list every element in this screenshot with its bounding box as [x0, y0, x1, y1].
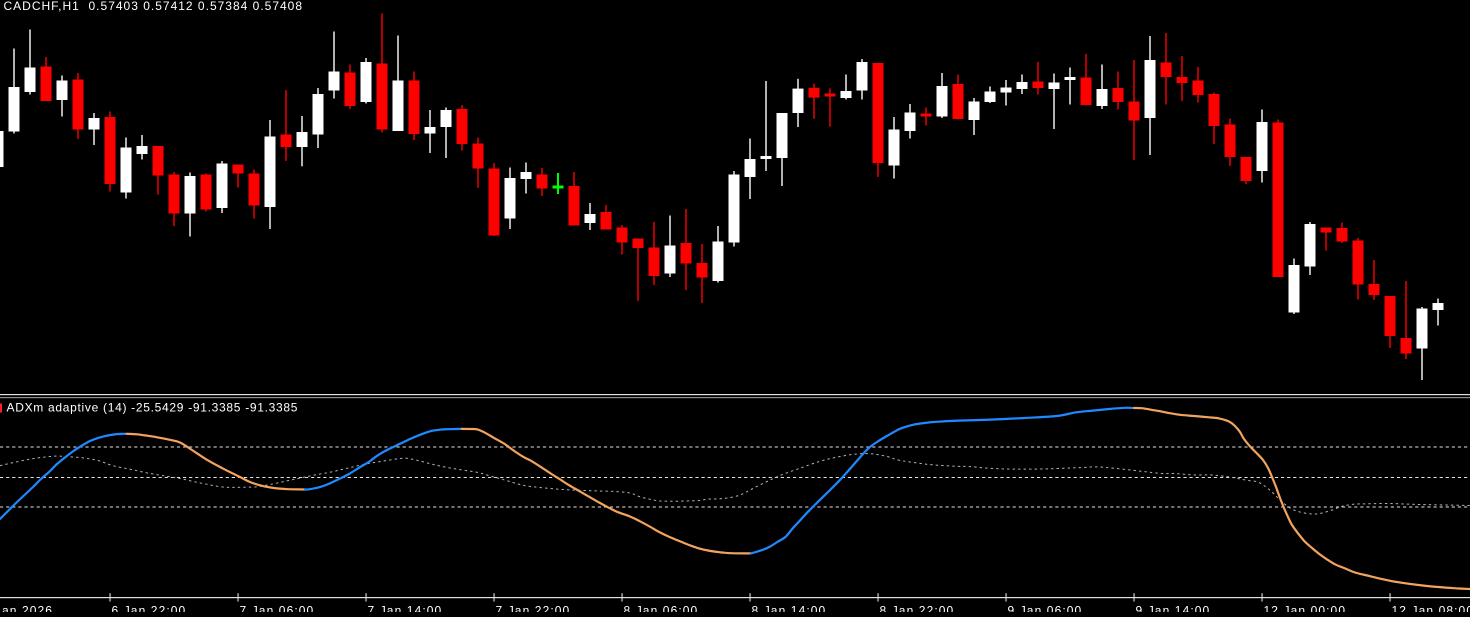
svg-text:8 Jan 22:00: 8 Jan 22:00	[880, 604, 955, 613]
svg-text:9 Jan 14:00: 9 Jan 14:00	[1136, 604, 1211, 613]
svg-text:CADCHF,H1 0.57403 0.57412 0.5: CADCHF,H1 0.57403 0.57412 0.57384 0.5740…	[4, 0, 304, 13]
svg-text:8 Jan 06:00: 8 Jan 06:00	[624, 604, 699, 613]
svg-text:7 Jan 14:00: 7 Jan 14:00	[368, 604, 443, 613]
svg-text:an 2026: an 2026	[2, 604, 53, 613]
svg-text:12 Jan 08:00: 12 Jan 08:00	[1392, 604, 1470, 613]
svg-text:ADXm adaptive (14) -25.5429 -9: ADXm adaptive (14) -25.5429 -91.3385 -91…	[7, 401, 299, 415]
svg-text:12 Jan 00:00: 12 Jan 00:00	[1264, 604, 1347, 613]
svg-text:8 Jan 14:00: 8 Jan 14:00	[752, 604, 827, 613]
svg-text:7 Jan 22:00: 7 Jan 22:00	[496, 604, 571, 613]
svg-text:7 Jan 06:00: 7 Jan 06:00	[240, 604, 315, 613]
svg-text:6 Jan 22:00: 6 Jan 22:00	[112, 604, 187, 613]
svg-text:9 Jan 06:00: 9 Jan 06:00	[1008, 604, 1083, 613]
